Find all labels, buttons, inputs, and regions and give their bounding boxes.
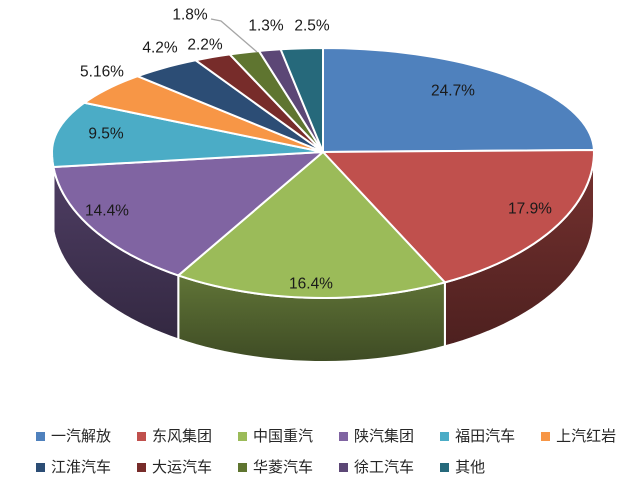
slice-label-4: 9.5%	[88, 126, 124, 143]
legend-row-2: 江淮汽车 大运汽车 华菱汽车 徐工汽车 其他	[36, 460, 485, 475]
legend-item-2: 中国重汽	[238, 429, 313, 444]
pie-slice-2	[177, 151, 446, 299]
slice-label-2: 16.4%	[289, 276, 333, 293]
legend-label: 徐工汽车	[354, 459, 415, 476]
legend-label: 其他	[455, 459, 486, 476]
legend-item-4: 福田汽车	[440, 429, 515, 444]
legend-label: 陕汽集团	[354, 428, 415, 445]
pie-slice-3	[52, 151, 324, 277]
legend-item-7: 大运汽车	[137, 460, 212, 475]
legend-marker-icon	[36, 463, 45, 472]
pie-slice-1	[322, 148, 595, 284]
label-leader-line	[210, 18, 258, 53]
pie-slice-5	[83, 75, 324, 153]
legend-marker-icon	[238, 463, 248, 472]
slice-label-6: 4.2%	[142, 40, 178, 57]
slice-label-3: 14.4%	[85, 203, 129, 220]
slice-label-9: 1.3%	[248, 18, 284, 35]
legend-label: 上汽红岩	[556, 428, 617, 445]
legend-marker-icon	[339, 463, 349, 472]
slice-label-0: 24.7%	[431, 83, 475, 100]
legend-label: 福田汽车	[455, 428, 516, 445]
legend-marker-icon	[541, 432, 551, 441]
pie-slice-6	[136, 59, 324, 153]
legend-marker-icon	[440, 463, 450, 472]
legend-marker-icon	[36, 432, 45, 441]
slice-label-1: 17.9%	[508, 201, 552, 218]
slice-label-5: 5.16%	[80, 64, 124, 81]
legend-marker-icon	[137, 463, 147, 472]
legend-item-5: 上汽红岩	[541, 429, 616, 444]
pie-slice-4	[51, 101, 324, 169]
pie-slice-10	[279, 47, 324, 153]
slice-label-8: 1.8%	[172, 7, 208, 24]
legend-item-1: 东风集团	[137, 429, 212, 444]
legend-item-8: 华菱汽车	[238, 460, 313, 475]
legend-label: 江淮汽车	[51, 459, 112, 476]
legend-marker-icon	[440, 432, 450, 441]
legend-label: 华菱汽车	[253, 459, 314, 476]
legend-label: 一汽解放	[51, 428, 112, 445]
legend-item-9: 徐工汽车	[339, 460, 414, 475]
legend-item-10: 其他	[440, 460, 485, 475]
legend-label: 东风集团	[152, 428, 213, 445]
legend-item-6: 江淮汽车	[36, 460, 111, 475]
legend-marker-icon	[339, 432, 349, 441]
legend-item-3: 陕汽集团	[339, 429, 414, 444]
legend-row-1: 一汽解放 东风集团 中国重汽 陕汽集团 福田汽车 上汽红岩	[36, 429, 616, 444]
pie-chart: 24.7% 17.9% 16.4% 14.4% 9.5% 5.16% 4.2% 2.2% 1.8…	[51, 7, 595, 363]
pie-slice-0	[322, 47, 595, 153]
slice-label-7: 2.2%	[187, 37, 223, 54]
legend-label: 大运汽车	[152, 459, 213, 476]
legend-item-0: 一汽解放	[36, 429, 111, 444]
legend-label: 中国重汽	[253, 428, 314, 445]
legend-marker-icon	[137, 432, 147, 441]
legend-marker-icon	[238, 432, 248, 441]
slice-label-10: 2.5%	[294, 18, 330, 35]
